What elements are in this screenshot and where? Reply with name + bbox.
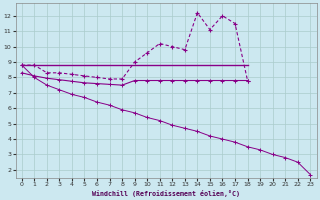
X-axis label: Windchill (Refroidissement éolien,°C): Windchill (Refroidissement éolien,°C) [92, 190, 240, 197]
